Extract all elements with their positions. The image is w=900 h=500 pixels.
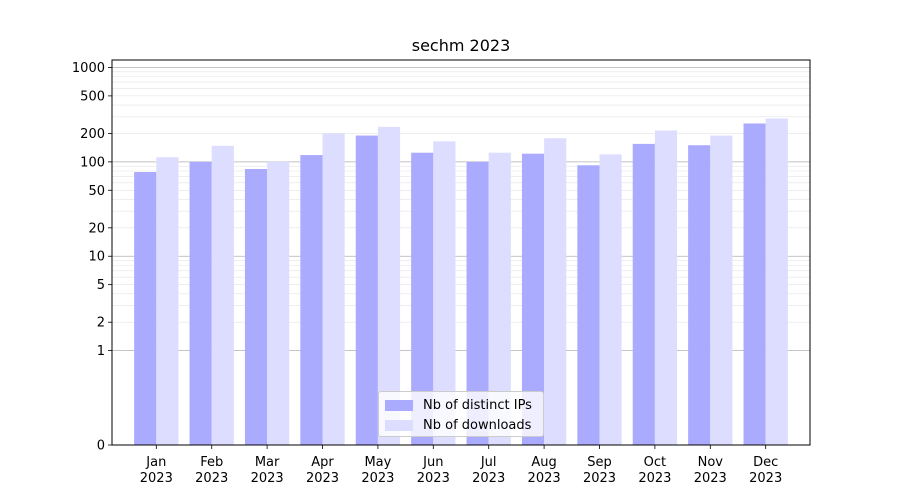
legend: Nb of distinct IPs Nb of downloads bbox=[378, 391, 544, 437]
bar-series-1-6 bbox=[488, 152, 511, 445]
y-tick-label: 5 bbox=[97, 278, 105, 293]
legend-label-distinct-ips: Nb of distinct IPs bbox=[423, 397, 532, 413]
bar-series-1-7 bbox=[544, 138, 567, 445]
x-tick-label: Jun 2023 bbox=[417, 455, 450, 486]
bar-series-0-6 bbox=[466, 161, 489, 445]
y-tick-label: 200 bbox=[80, 127, 105, 142]
bar-series-0-7 bbox=[521, 153, 545, 445]
plot-frame bbox=[111, 59, 811, 446]
x-tick-label: Dec 2023 bbox=[749, 455, 782, 486]
x-tick-label: Mar 2023 bbox=[251, 455, 284, 486]
x-tick-label: Jul 2023 bbox=[472, 455, 505, 486]
bar-series-0-10 bbox=[688, 145, 711, 445]
bar-series-1-9 bbox=[654, 130, 678, 446]
bar-series-1-11 bbox=[765, 118, 788, 445]
bar-series-0-3 bbox=[300, 155, 323, 445]
x-tick-label: Nov 2023 bbox=[694, 455, 727, 486]
chart-title: sechm 2023 bbox=[412, 36, 511, 55]
bar-series-1-5 bbox=[433, 141, 456, 446]
x-tick-label: Oct 2023 bbox=[638, 455, 671, 486]
bar-series-1-2 bbox=[267, 161, 290, 445]
bar-series-1-0 bbox=[156, 157, 179, 446]
y-axis: 0 1 2 5 10 20 50 100 200 500 1000 bbox=[72, 61, 112, 454]
bar-series-1-1 bbox=[211, 145, 234, 446]
legend-item-downloads: Nb of downloads bbox=[385, 417, 532, 433]
y-tick-label: 1 bbox=[97, 344, 105, 359]
x-axis: Jan 2023 Feb 2023 Mar 2023 Apr 2023 May 2023 Jun 20… bbox=[140, 445, 782, 486]
y-tick-label: 50 bbox=[88, 184, 105, 199]
legend-swatch-distinct-ips bbox=[385, 399, 413, 411]
y-tick-label: 20 bbox=[88, 221, 105, 236]
bar-series-0-0 bbox=[134, 172, 157, 445]
y-tick-label: 500 bbox=[80, 89, 105, 104]
y-tick-label: 2 bbox=[97, 316, 105, 331]
bar-series-1-8 bbox=[599, 154, 622, 445]
y-tick-label: 0 bbox=[97, 439, 105, 454]
x-tick-label: Apr 2023 bbox=[306, 455, 339, 486]
legend-item-distinct-ips: Nb of distinct IPs bbox=[385, 397, 532, 413]
bar-series-0-11 bbox=[743, 123, 766, 446]
x-tick-label: May 2023 bbox=[361, 455, 394, 486]
legend-label-downloads: Nb of downloads bbox=[423, 417, 532, 433]
bar-series-0-9 bbox=[632, 143, 655, 445]
y-tick-label: 1000 bbox=[72, 61, 105, 76]
bar-series-1-10 bbox=[710, 135, 733, 445]
x-tick-label: Jan 2023 bbox=[140, 455, 173, 486]
legend-swatch-downloads bbox=[385, 419, 413, 431]
y-tick-label: 10 bbox=[88, 250, 105, 265]
x-tick-label: Aug 2023 bbox=[528, 455, 561, 486]
bar-series-0-8 bbox=[577, 165, 600, 445]
bars-layer bbox=[134, 118, 788, 446]
bar-series-1-3 bbox=[322, 133, 345, 445]
x-tick-label: Feb 2023 bbox=[195, 455, 228, 486]
bar-series-0-2 bbox=[244, 169, 268, 445]
bar-series-1-4 bbox=[377, 126, 401, 445]
bar-series-0-4 bbox=[355, 135, 378, 445]
y-tick-label: 100 bbox=[80, 155, 105, 170]
bar-series-0-1 bbox=[189, 161, 212, 445]
bar-series-0-5 bbox=[411, 152, 434, 445]
x-tick-label: Sep 2023 bbox=[583, 455, 616, 486]
